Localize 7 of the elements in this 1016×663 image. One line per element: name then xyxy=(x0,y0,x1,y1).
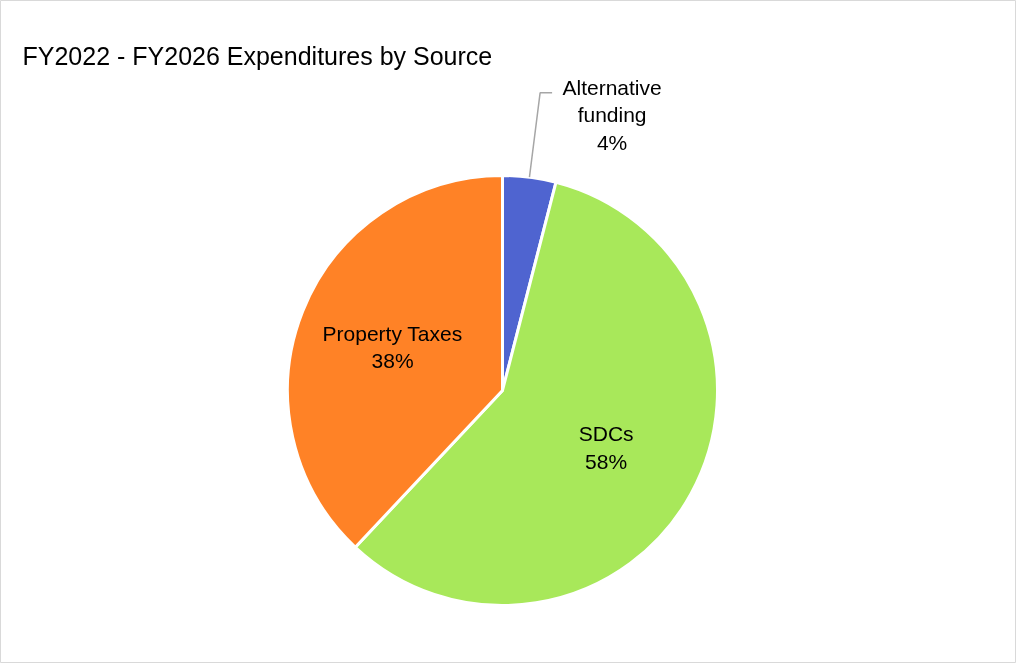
chart-title: FY2022 - FY2026 Expenditures by Source xyxy=(22,41,493,70)
slice-label: Property Taxes xyxy=(322,321,463,345)
slice-label: Alternative funding xyxy=(562,75,662,127)
data-label: 58% xyxy=(585,449,628,473)
slice-label: SDCs xyxy=(578,422,634,446)
data-label: 38% xyxy=(371,349,414,373)
data-label: 4% xyxy=(596,130,628,154)
